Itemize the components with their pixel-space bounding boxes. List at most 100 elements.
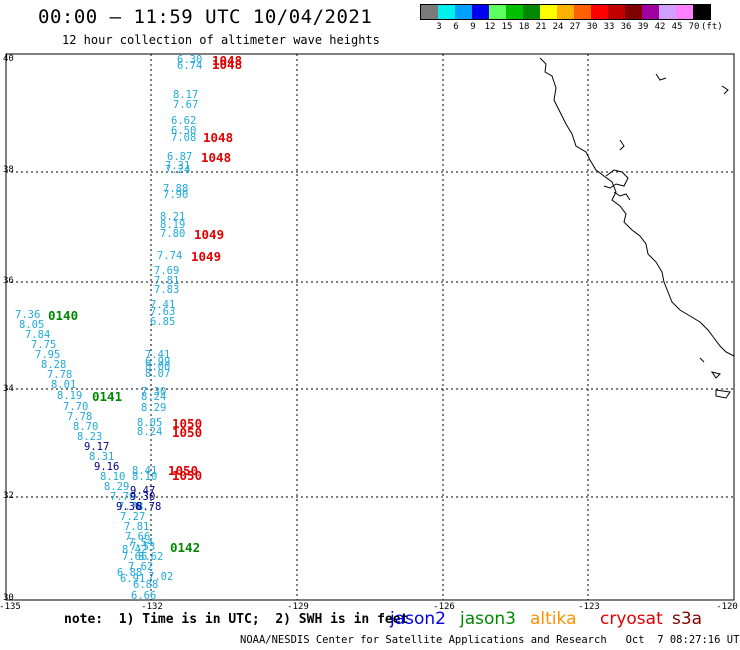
pass-time-label: 1049 [191,249,222,264]
wave-height-value: 7.27 [120,511,146,523]
wave-height-value: 8.07 [145,368,171,380]
wave-height-value: 8.31 [89,451,115,463]
legend-swatch [540,5,557,19]
legend-swatch [506,5,523,19]
wave-height-value: 8.10 [132,471,158,483]
wave-height-value: 6.50 [171,125,197,137]
wave-height-value: 7.81 [124,521,150,533]
longitude-tick: -126 [433,602,455,612]
wave-height-value: 8.05 [19,319,45,331]
wave-height-value: 8.41 [132,465,158,477]
pass-time-label: 0141 [92,389,123,404]
pass-time-label: 0140 [48,308,79,323]
map-subtitle: 12 hour collection of altimeter wave hei… [62,33,380,47]
wave-height-value: 8.62 [138,551,164,563]
legend-label: 30 [586,22,598,32]
wave-height-value: 8.29 [104,481,130,493]
wave-height-value-high: 9.16 [94,461,120,473]
wave-height-value: 7.83 [154,284,180,296]
legend-swatch [438,5,455,19]
pass-time-label: 1048 [212,53,243,68]
legend-swatch [659,5,676,19]
longitude-tick: -132 [141,602,163,612]
wave-height-value: 8.28 [41,359,67,371]
legend-label: 36 [620,22,632,32]
wave-height-value: 6.91 [120,573,146,585]
wave-height-value: 8.19 [160,219,186,231]
wave-height-value: 7.24 [165,164,191,176]
legend-label: 3 [436,22,442,32]
wave-height-value: 6.99 [145,356,171,368]
wave-height-value: 7.78 [67,411,93,423]
legend-swatch [591,5,608,19]
pass-time-label: 1050 [172,416,203,431]
pass-time-label: 1050 [168,463,199,478]
legend-label: 15 [501,22,513,32]
legend-swatch [472,5,489,19]
satellite-name: s3a [672,609,703,629]
wave-height-value: 8.19 [57,390,83,402]
legend-swatch [608,5,625,19]
latitude-tick: 36 [3,276,14,286]
wave-height-value: 7.62 [128,561,154,573]
map-title: 00:00 – 11:59 UTC 10/04/2021 [38,6,373,28]
wave-height-value: 7.08 [171,132,197,144]
legend-swatch [625,5,642,19]
longitude-tick: -123 [578,602,600,612]
wave-height-value: 6.74 [177,60,203,72]
longitude-tick: -129 [287,602,309,612]
legend-label: 18 [518,22,530,32]
legend-label: 21 [535,22,547,32]
color-scale-legend [420,4,711,20]
wave-height-value: 7.78 [47,369,73,381]
wave-height-value: 7.02 [148,571,174,583]
wave-height-value: 7.41 [145,349,171,361]
satellite-name: jason2 [390,609,446,629]
wave-height-value: 7.66 [125,531,151,543]
legend-label: 42 [654,22,666,32]
legend-swatch [421,5,438,19]
wave-height-value-high: 8.78 [136,501,162,513]
legend-swatch [676,5,693,19]
legend-swatch [455,5,472,19]
wave-height-value: 7.30 [141,386,167,398]
pass-time-label: 1050 [172,468,203,483]
pass-time-label: 1050 [172,425,203,440]
wave-height-value: 7.53 [130,541,156,553]
wave-height-value-high: 9.47 [130,485,156,497]
wave-height-value: 7.66 [122,551,148,563]
wave-height-value: 8.17 [173,89,199,101]
coastline [539,57,735,399]
satellite-name: cryosat [600,609,663,629]
legend-label: 6 [453,22,459,32]
wave-height-value: 7.88 [163,183,189,195]
wave-height-value: 7.36 [15,309,41,321]
wave-height-value: 7.90 [163,189,189,201]
wave-height-value: 7.78 [118,501,144,513]
wave-height-value: 8.01 [51,379,77,391]
wave-height-value: 6.88 [133,579,159,591]
wave-height-value: 7.54 [128,537,154,549]
wave-height-value: 7.81 [154,275,180,287]
wave-height-value: 8.24 [137,426,163,438]
legend-label: 27 [569,22,581,32]
wave-height-value: 7.63 [150,306,176,318]
wave-height-value: 8.23 [77,431,103,443]
wave-height-value: 8.10 [100,471,126,483]
wave-height-value: 8.24 [141,391,167,403]
legend-label: 33 [603,22,615,32]
wave-height-value-high: 9.36 [116,501,142,513]
latitude-tick: 34 [3,384,14,394]
map-frame [5,53,735,601]
wave-height-value: 7.74 [157,250,183,262]
wave-height-value: 8.42 [122,544,148,556]
wave-height-value: 6.87 [167,151,193,163]
pass-time-label: 0142 [170,540,201,555]
wave-height-value: 7.75 [31,339,57,351]
footer-note: note: 1) Time is in UTC; 2) SWH is in fe… [64,612,409,627]
wave-height-value-high: 9.17 [84,441,110,453]
latitude-tick: 38 [3,165,14,175]
legend-swatch [523,5,540,19]
